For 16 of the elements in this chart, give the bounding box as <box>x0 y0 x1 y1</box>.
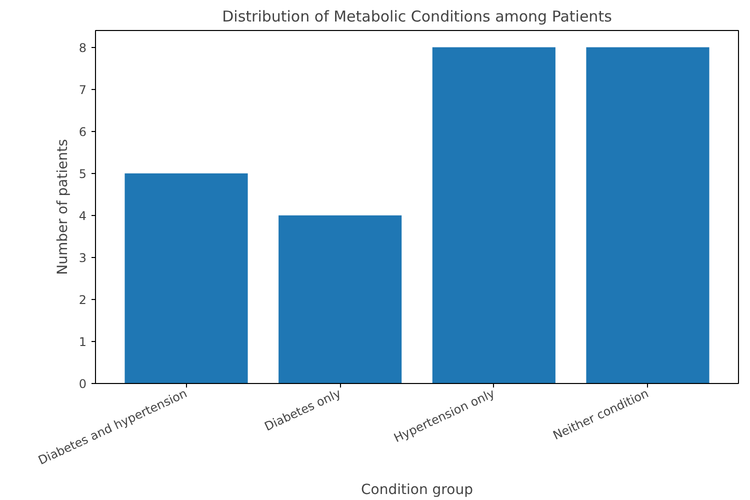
y-tick-label: 4 <box>78 208 87 223</box>
y-tick-label: 3 <box>78 250 87 265</box>
bar <box>586 47 710 384</box>
bar <box>278 215 402 384</box>
y-tick-label: 5 <box>78 166 87 181</box>
y-tick-label: 6 <box>78 124 87 139</box>
y-tick-label: 7 <box>78 82 87 97</box>
y-tick-label: 0 <box>78 377 87 391</box>
y-tick-label: 8 <box>78 40 87 55</box>
y-axis-title: Number of patients <box>54 139 71 275</box>
chart-title: Distribution of Metabolic Conditions among Patients <box>222 8 612 26</box>
bar <box>432 47 556 384</box>
y-tick-label: 2 <box>78 292 87 307</box>
y-tick-label: 1 <box>78 334 87 349</box>
x-axis-title: Condition group <box>361 482 474 498</box>
bar <box>124 173 248 384</box>
